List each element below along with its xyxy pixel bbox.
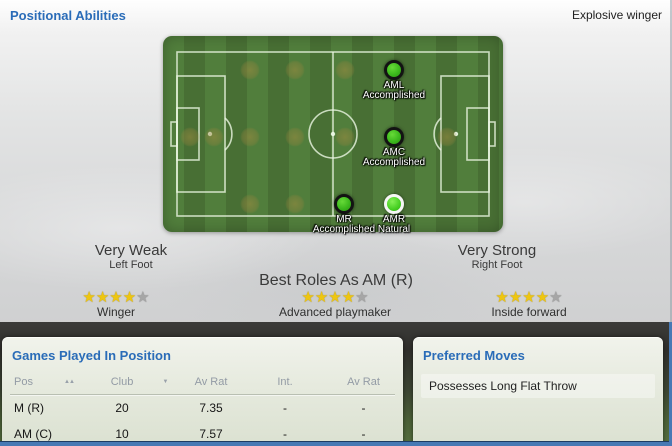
faded-position-dot [285,60,305,80]
position-rating-label: Natural [377,224,411,235]
winger-role-label: Winger [96,305,136,319]
table-header-divider [10,394,395,395]
position-dot-aml [384,60,404,80]
star-filled-icon: ★ [122,289,137,306]
star-filled-icon: ★ [301,289,315,306]
advanced-playmaker-stars: ★★★★★ [301,289,368,307]
sort-descending-icon[interactable]: ▼ [162,379,169,385]
pitch-markings [170,51,496,217]
column-header-club[interactable]: Club [110,376,134,388]
window-border-bottom [0,441,672,446]
position-rating-label: Accomplished [312,224,376,235]
window-border-right-upper [670,0,672,322]
faded-position-dot [240,127,260,147]
table-header-row: Pos ▲▲ Club ▼ Av Rat Int. Av Rat [2,373,403,391]
games-played-title: Games Played In Position [12,348,171,363]
star-empty-icon: ★ [355,289,369,306]
pitch-diagram: AML Accomplished AMC Accomplished MR Accompli… [163,36,503,235]
position-dot-amc [384,127,404,147]
position-code-label: MR [336,214,352,225]
window-border-right-lower [669,322,672,446]
row-pos: M (R) [14,401,44,415]
star-filled-icon: ★ [328,289,342,306]
preferred-moves-panel: Preferred Moves Possesses Long Flat Thro… [413,337,663,446]
table-row[interactable]: M (R) 20 7.35 - - [2,395,403,421]
table-row[interactable]: AM (C) 10 7.57 - - [2,421,403,446]
left-foot-strength: Very Weak [94,242,168,259]
faded-position-dot [240,60,260,80]
position-dot-amr [384,194,404,214]
inside-forward-stars: ★★★★★ [495,289,562,307]
games-played-panel: Games Played In Position Pos ▲▲ Club ▼ A… [2,337,403,446]
row-pos: AM (C) [14,427,52,441]
sort-ascending-icon[interactable]: ▲▲ [64,379,75,385]
star-filled-icon: ★ [535,289,550,306]
row-int-games: - [283,427,287,441]
star-filled-icon: ★ [341,289,356,306]
faded-position-dot [180,127,200,147]
position-rating-label: Accomplished [362,90,426,101]
position-code-label: AMC [382,147,406,158]
preferred-move-item[interactable]: Possesses Long Flat Throw [421,374,655,398]
faded-position-dot [240,194,260,214]
faded-position-dot [437,127,457,147]
column-header-av-rat[interactable]: Av Rat [194,376,228,388]
position-rating-label: Accomplished [362,157,426,168]
star-filled-icon: ★ [95,289,110,306]
faded-position-dot [335,127,355,147]
advanced-playmaker-role-label: Advanced playmaker [278,305,392,319]
position-code-label: AMR [382,214,406,225]
star-filled-icon: ★ [495,289,509,306]
games-played-table: Pos ▲▲ Club ▼ Av Rat Int. Av Rat M (R) 2… [2,373,403,446]
faded-position-dot [204,127,224,147]
star-filled-icon: ★ [109,289,123,306]
star-filled-icon: ★ [522,289,536,306]
faded-position-dot [285,127,305,147]
star-empty-icon: ★ [136,289,150,306]
row-club-games: 20 [115,401,129,415]
player-role-label: Explosive winger [571,8,662,22]
position-code-label: AML [383,80,405,91]
winger-stars: ★★★★★ [82,289,149,307]
star-filled-icon: ★ [82,289,96,306]
position-dot-mr [334,194,354,214]
star-filled-icon: ★ [508,289,523,306]
star-filled-icon: ★ [314,289,329,306]
row-int-av-rat: - [361,427,366,441]
star-empty-icon: ★ [549,289,563,306]
row-av-rat: 7.35 [199,401,223,415]
faded-position-dot [335,60,355,80]
right-foot-label: Right Foot [471,259,523,271]
page-title: Positional Abilities [10,8,126,23]
row-int-games: - [283,401,287,415]
right-foot-strength: Very Strong [457,242,537,259]
preferred-moves-title: Preferred Moves [423,348,525,363]
left-foot-label: Left Foot [109,259,153,271]
column-header-int[interactable]: Int. [277,376,293,388]
faded-position-dot [285,194,305,214]
column-header-int-av-rat[interactable]: Av Rat [347,376,380,388]
column-header-pos[interactable]: Pos [14,376,33,388]
row-club-games: 10 [115,427,129,441]
row-av-rat: 7.57 [199,427,223,441]
inside-forward-role-label: Inside forward [491,305,567,319]
best-roles-title: Best Roles As AM (R) [259,272,413,289]
row-int-av-rat: - [361,401,366,415]
